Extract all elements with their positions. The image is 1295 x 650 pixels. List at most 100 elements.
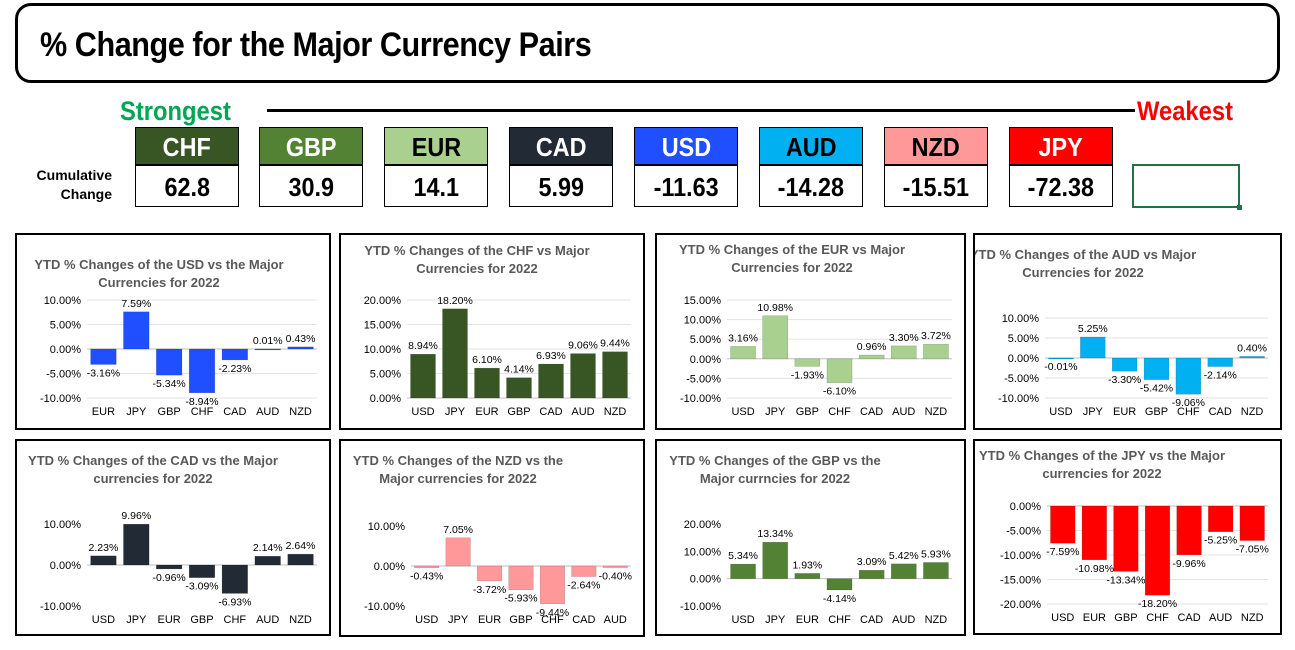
bar[interactable] <box>287 346 314 350</box>
bar[interactable] <box>442 308 468 399</box>
bar[interactable] <box>287 553 314 566</box>
bar[interactable] <box>858 569 885 579</box>
cumulative-value-cell[interactable]: -15.51 <box>884 165 988 207</box>
data-label: -0.40% <box>599 571 632 583</box>
bar[interactable] <box>188 348 216 394</box>
bar[interactable] <box>602 351 628 399</box>
currency-code-cell[interactable]: USD <box>634 127 738 165</box>
title-box: % Change for the Major Currency Pairs <box>15 3 1280 83</box>
selected-empty-cell[interactable] <box>1132 164 1242 210</box>
bar[interactable] <box>221 348 248 361</box>
bar[interactable] <box>794 573 821 579</box>
y-tick-label: 10.00% <box>44 295 82 307</box>
bar[interactable] <box>123 311 150 350</box>
cumulative-value-cell[interactable]: 62.8 <box>135 165 239 207</box>
chart-usd-panel[interactable]: YTD % Changes of the USD vs the Major Cur… <box>15 233 331 430</box>
bar[interactable] <box>858 354 885 360</box>
bar[interactable] <box>538 363 564 399</box>
chart-aud-panel[interactable]: YTD % Changes of the AUD vs Major Currenc… <box>973 233 1282 430</box>
currency-code-cell[interactable]: GBP <box>259 127 363 165</box>
bar[interactable] <box>1111 357 1138 372</box>
currency-code-cell[interactable]: AUD <box>759 127 863 165</box>
cumulative-value-cell[interactable]: 30.9 <box>259 165 363 207</box>
x-category-label: CHF <box>828 614 851 626</box>
bar[interactable] <box>826 358 853 383</box>
bar[interactable] <box>730 346 756 360</box>
bar[interactable] <box>508 565 534 590</box>
bar[interactable] <box>570 353 596 399</box>
currency-code-cell[interactable]: EUR <box>384 127 488 165</box>
y-tick-label: 0.00% <box>50 344 81 356</box>
y-tick-label: 20.00% <box>364 295 402 307</box>
bar[interactable] <box>891 563 917 579</box>
bar[interactable] <box>1208 505 1234 532</box>
bar[interactable] <box>730 563 756 579</box>
y-tick-label: 15.00% <box>684 295 722 307</box>
bar[interactable] <box>445 537 471 567</box>
bar[interactable] <box>1143 357 1170 380</box>
data-label: -2.14% <box>1204 370 1237 382</box>
bar[interactable] <box>1048 357 1074 360</box>
bar[interactable] <box>414 565 440 568</box>
bar[interactable] <box>410 353 436 399</box>
chart-chf-panel[interactable]: YTD % Changes of the CHF vs Major Currenc… <box>339 233 645 430</box>
chart-gbp-panel[interactable]: YTD % Changes of the GBP vs the Major cur… <box>655 439 966 636</box>
bar[interactable] <box>923 562 949 579</box>
fill-handle[interactable] <box>1237 205 1242 210</box>
cumulative-value-cell[interactable]: -11.63 <box>634 165 738 207</box>
bar[interactable] <box>477 565 503 582</box>
bar[interactable] <box>539 565 565 605</box>
chart-nzd-panel[interactable]: YTD % Changes of the NZD vs the Major cur… <box>339 439 645 637</box>
y-tick-label: 0.00% <box>50 560 81 572</box>
cumulative-value-cell[interactable]: -14.28 <box>759 165 863 207</box>
bar[interactable] <box>254 555 281 566</box>
bar[interactable] <box>891 345 917 360</box>
bar[interactable] <box>571 565 597 577</box>
bar[interactable] <box>1080 336 1106 359</box>
bar[interactable] <box>1144 505 1171 596</box>
bar[interactable] <box>188 564 216 578</box>
bar[interactable] <box>1050 505 1076 544</box>
bar[interactable] <box>221 564 248 594</box>
bar[interactable] <box>156 348 183 376</box>
y-tick-label: -10.00% <box>1000 550 1041 562</box>
bar[interactable] <box>254 348 281 351</box>
cumulative-value-cell[interactable]: -72.38 <box>1009 165 1113 207</box>
bar[interactable] <box>1175 357 1202 395</box>
bar[interactable] <box>90 555 117 566</box>
chart-jpy-panel[interactable]: YTD % Changes of the JPY vs the Major cur… <box>973 439 1282 635</box>
bar[interactable] <box>794 358 821 367</box>
bar[interactable] <box>1239 356 1265 359</box>
bar[interactable] <box>1239 505 1265 541</box>
bar[interactable] <box>1113 505 1139 572</box>
currency-code-cell[interactable]: CHF <box>135 127 239 165</box>
bar[interactable] <box>474 367 500 399</box>
y-tick-label: -10.00% <box>40 601 81 613</box>
x-category-label: CHF <box>1177 406 1200 418</box>
x-category-label: AUD <box>256 406 279 418</box>
cumulative-value-cell[interactable]: 5.99 <box>509 165 613 207</box>
y-tick-label: 0.00% <box>690 574 721 586</box>
bar[interactable] <box>123 523 150 566</box>
currency-code-cell[interactable]: NZD <box>884 127 988 165</box>
chart-title-line: currencies for 2022 <box>93 471 212 486</box>
chart-cad-panel[interactable]: YTD % Changes of the CAD vs the Major cur… <box>15 439 331 636</box>
x-category-label: USD <box>411 406 434 418</box>
bar[interactable] <box>156 564 183 570</box>
bar[interactable] <box>1207 357 1233 367</box>
bar[interactable] <box>826 578 853 591</box>
cumulative-change-label: Cumulative Change <box>28 166 112 204</box>
bar[interactable] <box>506 377 532 399</box>
bar[interactable] <box>762 541 789 579</box>
bar[interactable] <box>1176 505 1202 556</box>
chart-eur-panel[interactable]: YTD % Changes of the EUR vs Major Currenc… <box>655 233 966 430</box>
bar[interactable] <box>923 343 949 360</box>
currency-code-cell[interactable]: CAD <box>509 127 613 165</box>
bar[interactable] <box>1081 505 1107 561</box>
cumulative-value-cell[interactable]: 14.1 <box>384 165 488 207</box>
bar[interactable] <box>90 348 117 365</box>
data-label: 1.93% <box>792 559 822 571</box>
currency-code-cell[interactable]: JPY <box>1009 127 1113 165</box>
bar[interactable] <box>602 565 628 568</box>
bar[interactable] <box>762 315 789 360</box>
